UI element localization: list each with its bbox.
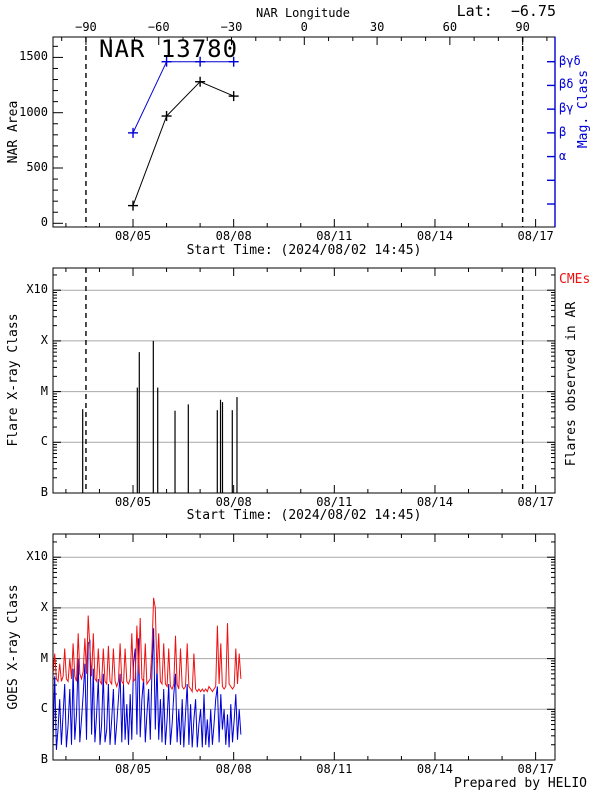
x-tick-label: 08/14: [416, 762, 454, 776]
goes-long-channel-curve: [52, 597, 242, 694]
panel-frame: [52, 533, 556, 761]
panel1-start-time-caption: Start Time: (2024/08/02 14:45): [186, 243, 422, 258]
x-tick-label: 08/08: [215, 229, 252, 243]
active-region-title: NAR 13780: [99, 35, 239, 63]
y-tick-label: X: [40, 599, 48, 614]
goes-class-axis-title: GOES X-ray Class: [5, 584, 21, 710]
x-tick-label: 08/14: [416, 229, 454, 243]
x-tick-label: 08/17: [517, 762, 554, 776]
y-tick-label: 1000: [19, 104, 48, 119]
x-tick-label: 08/11: [316, 495, 353, 509]
x-tick-label: 08/17: [517, 495, 554, 509]
y-tick-label: C: [40, 701, 48, 716]
flares-observed-axis-title: Flares observed in AR: [563, 301, 579, 467]
x-tick-label: 08/08: [215, 762, 252, 776]
x-tick-label: 08/08: [215, 495, 252, 509]
mag-tick-label: β: [559, 124, 567, 139]
y-tick-label: 1500: [19, 49, 48, 64]
y-tick-label: X10: [26, 549, 48, 564]
lon-tick-label: 60: [442, 20, 458, 34]
mag-tick-label: βγδ: [559, 53, 581, 68]
lon-tick-label: 90: [515, 20, 530, 34]
goes-short-channel-curve: [52, 628, 242, 750]
lon-tick-label: −30: [220, 20, 243, 34]
mag-tick-label: α: [559, 148, 567, 163]
lon-tick-label: 0: [300, 20, 308, 34]
x-tick-label: 08/05: [114, 495, 152, 509]
lon-tick-label: −60: [147, 20, 170, 34]
x-tick-label: 08/17: [517, 229, 554, 243]
lon-tick-label: 30: [369, 20, 385, 34]
mag-class-line: [132, 61, 234, 134]
y-tick-label: C: [40, 434, 48, 449]
nar-area-line: [132, 81, 234, 206]
x-tick-label: 08/05: [114, 229, 152, 243]
y-tick-label: X10: [26, 282, 48, 297]
panel-frame: [52, 267, 556, 494]
y-tick-label: X: [40, 332, 48, 347]
x-tick-label: 08/14: [416, 495, 454, 509]
x-tick-label: 08/11: [316, 229, 353, 243]
y-tick-label: 500: [26, 160, 48, 174]
latitude-label: Lat: −6.75: [456, 2, 556, 20]
y-tick-label: B: [40, 485, 48, 499]
panel2-start-time-caption: Start Time: (2024/08/02 14:45): [186, 508, 422, 523]
flare-class-axis-title: Flare X-ray Class: [5, 313, 21, 447]
prepared-by-label: Prepared by HELIO: [453, 776, 587, 791]
x-tick-label: 08/05: [114, 762, 152, 776]
x-tick-label: 08/11: [316, 762, 353, 776]
y-tick-label: B: [40, 752, 48, 766]
lon-tick-label: −90: [75, 20, 97, 34]
y-tick-label: 0: [40, 215, 48, 230]
mag-class-axis-title: Mag. Class: [575, 69, 591, 149]
y-tick-label: M: [40, 383, 48, 398]
panel-frame: [52, 36, 556, 228]
cmes-label: CMEs: [559, 272, 591, 287]
mag-tick-label: βδ: [559, 77, 574, 92]
top-axis-title: NAR Longitude: [256, 6, 350, 20]
y-tick-label: M: [40, 650, 48, 665]
mag-tick-label: βγ: [559, 101, 574, 116]
